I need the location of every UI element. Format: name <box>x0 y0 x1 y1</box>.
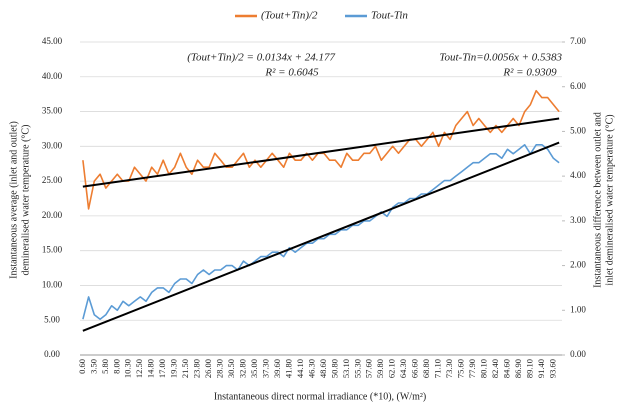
y-tick-label: 45.00 <box>42 36 63 46</box>
y-tick-label: 5.00 <box>44 314 60 324</box>
x-tick-label: 5.80 <box>100 359 110 374</box>
x-tick-label: 0.60 <box>77 359 87 374</box>
y2-tick-label: 4.00 <box>570 170 586 180</box>
y-tick-label: 40.00 <box>42 71 63 81</box>
x-tick-label: 86.90 <box>513 359 523 378</box>
y-tick-label: 0.00 <box>44 349 60 359</box>
x-tick-label: 57.60 <box>364 359 374 378</box>
x-tick-label: 82.40 <box>490 359 500 378</box>
x-tick-label: 12.50 <box>134 359 144 378</box>
x-tick-label: 62.10 <box>387 359 397 378</box>
trend-equation: (Tout+Tin)/2 = 0.0134x + 24.177 <box>187 52 335 64</box>
legend-label: Tout-Tin <box>371 10 408 22</box>
y2-tick-label: 0.00 <box>570 349 586 359</box>
trend-r2: R² = 0.9309 <box>502 67 557 79</box>
trend-equation: Tout-Tin=0.0056x + 0.5383 <box>439 52 562 64</box>
x-tick-label: 77.90 <box>467 359 477 378</box>
y2-tick-label: 7.00 <box>570 36 586 46</box>
x-tick-label: 64.30 <box>398 359 408 378</box>
y-tick-label: 20.00 <box>42 210 63 220</box>
y2-axis-title: inlet demineralised water temperature (°… <box>604 114 615 285</box>
x-tick-label: 84.60 <box>501 359 511 378</box>
x-axis-title: Instantaneous direct normal irradiance (… <box>214 391 426 402</box>
x-tick-label: 41.80 <box>283 359 293 378</box>
x-tick-label: 26.00 <box>203 359 213 378</box>
y-tick-label: 30.00 <box>42 140 63 150</box>
y-tick-label: 35.00 <box>42 106 63 116</box>
y-tick-label: 15.00 <box>42 245 63 255</box>
y2-tick-label: 2.00 <box>570 260 586 270</box>
x-tick-label: 48.60 <box>318 359 328 378</box>
y-tick-label: 25.00 <box>42 175 63 185</box>
x-tick-label: 21.50 <box>180 359 190 378</box>
trendline <box>82 141 560 332</box>
x-tick-label: 68.80 <box>421 359 431 378</box>
data-line <box>82 89 560 210</box>
x-tick-label: 10.30 <box>123 359 133 378</box>
x-tick-label: 80.10 <box>478 359 488 378</box>
y2-tick-label: 1.00 <box>570 304 586 314</box>
x-tick-label: 55.30 <box>352 359 362 378</box>
x-tick-label: 91.40 <box>536 359 546 378</box>
y-axis-title: Instantaneous average (inlet and outlet) <box>8 121 19 279</box>
x-tick-label: 73.30 <box>444 359 454 378</box>
x-tick-label: 19.30 <box>169 359 179 378</box>
x-tick-label: 71.10 <box>433 359 443 378</box>
x-tick-label: 8.00 <box>111 359 121 374</box>
x-tick-label: 28.30 <box>215 359 225 378</box>
x-tick-label: 93.60 <box>547 359 557 378</box>
x-tick-label: 39.60 <box>272 359 282 378</box>
y-tick-label: 10.00 <box>42 280 63 290</box>
legend-label: (Tout+Tin)/2 <box>261 10 318 22</box>
x-tick-label: 50.80 <box>329 359 339 378</box>
y2-tick-label: 3.00 <box>570 215 586 225</box>
y2-tick-label: 5.00 <box>570 125 586 135</box>
x-tick-label: 53.10 <box>341 359 351 378</box>
x-tick-label: 37.30 <box>260 359 270 378</box>
x-tick-label: 66.60 <box>410 359 420 378</box>
y2-tick-label: 6.00 <box>570 81 586 91</box>
y-axis-title: demineralised water temperature (°C) <box>20 125 31 276</box>
trendline <box>82 117 560 188</box>
x-tick-label: 35.00 <box>249 359 259 378</box>
data-line <box>82 144 560 321</box>
x-tick-label: 3.50 <box>88 359 98 374</box>
x-tick-label: 59.80 <box>375 359 385 378</box>
x-tick-label: 14.80 <box>146 359 156 378</box>
trend-r2: R² = 0.6045 <box>264 67 319 79</box>
y2-axis-title: Instantaneous difference between outlet … <box>592 112 603 288</box>
x-tick-label: 75.60 <box>456 359 466 378</box>
x-tick-label: 17.00 <box>157 359 167 378</box>
x-tick-label: 23.80 <box>192 359 202 378</box>
x-tick-label: 46.30 <box>306 359 316 378</box>
x-tick-label: 32.80 <box>237 359 247 378</box>
x-tick-label: 30.50 <box>226 359 236 378</box>
x-tick-label: 44.10 <box>295 359 305 378</box>
x-tick-label: 89.10 <box>524 359 534 378</box>
